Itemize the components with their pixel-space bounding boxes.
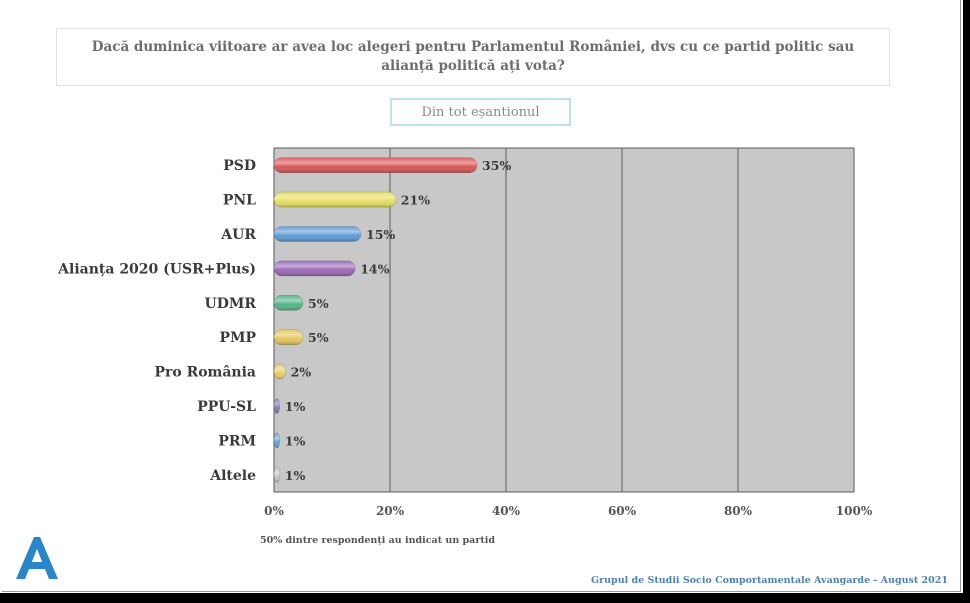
category-label: Pro România: [154, 365, 256, 381]
slide-frame: [2, 0, 961, 592]
question-title: Dacă duminica viitoare ar avea loc alege…: [56, 28, 890, 86]
sample-subset-label: Din tot eșantionul: [390, 98, 571, 126]
bar-highlight: [274, 226, 361, 242]
x-tick-label: 60%: [608, 504, 637, 518]
x-tick-label: 80%: [724, 504, 753, 518]
x-tick-label: 20%: [376, 504, 405, 518]
category-label: PPU-SL: [197, 399, 256, 415]
category-label: Altele: [209, 468, 256, 484]
value-label: 5%: [308, 330, 329, 345]
value-label: 15%: [366, 227, 395, 242]
screen-edge-bottom: [0, 593, 970, 603]
x-tick-label: 0%: [264, 504, 284, 518]
category-label: AUR: [220, 227, 256, 243]
source-footer: Grupul de Studii Socio Comportamentale A…: [591, 575, 948, 586]
value-label: 1%: [285, 399, 306, 414]
bar-highlight: [274, 467, 280, 483]
value-label: 5%: [308, 296, 329, 311]
category-label: Alianța 2020 (USR+Plus): [57, 261, 256, 277]
value-label: 1%: [285, 433, 306, 448]
value-label: 2%: [291, 365, 312, 380]
value-label: 35%: [482, 158, 511, 173]
avangarde-logo-icon: [16, 537, 58, 579]
value-label: 14%: [360, 261, 389, 276]
x-tick-label: 40%: [492, 504, 521, 518]
bar-highlight: [274, 432, 280, 448]
bar-highlight: [274, 398, 280, 414]
respondents-note: 50% dintre respondenți au indicat un par…: [260, 535, 495, 546]
bar-highlight: [274, 329, 303, 345]
category-label: PRM: [218, 433, 256, 449]
bar-highlight: [274, 192, 396, 208]
x-tick-label: 100%: [836, 504, 873, 518]
bar-highlight: [274, 364, 286, 380]
category-label: PSD: [223, 158, 256, 174]
category-label: PMP: [219, 330, 256, 346]
category-label: PNL: [223, 193, 256, 209]
value-label: 1%: [285, 468, 306, 483]
value-label: 21%: [401, 193, 430, 208]
bar-highlight: [274, 260, 356, 276]
screen-edge-right: [963, 0, 970, 603]
bar-highlight: [274, 295, 303, 311]
category-label: UDMR: [205, 296, 257, 312]
bar-highlight: [274, 157, 477, 173]
